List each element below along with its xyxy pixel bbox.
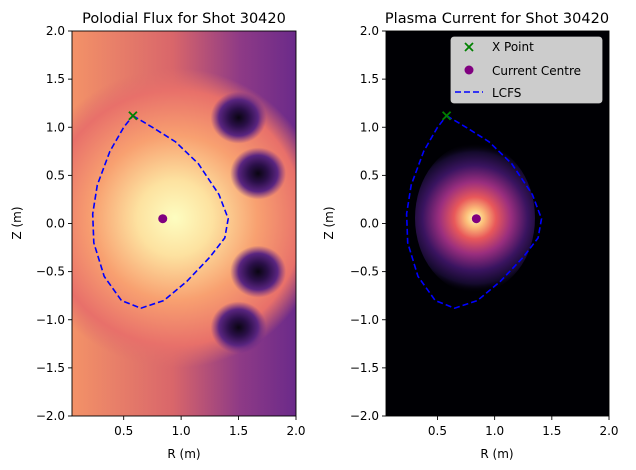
x-tick-label: 1.5 bbox=[542, 424, 561, 438]
x-point-marker bbox=[441, 111, 452, 121]
legend-label-lcfs: LCFS bbox=[492, 86, 521, 100]
flux-contour-field bbox=[72, 31, 296, 416]
y-tick-label: −1.0 bbox=[36, 313, 65, 327]
y-tick-label: 0.0 bbox=[46, 217, 65, 231]
y-tick-label: −0.5 bbox=[36, 265, 65, 279]
chart-title: Plasma Current for Shot 30420 bbox=[385, 11, 609, 27]
y-tick-label: 1.5 bbox=[360, 72, 379, 86]
x-tick-label: 2.0 bbox=[286, 424, 305, 438]
legend-x-point-marker bbox=[464, 42, 474, 52]
y-tick-label: 2.0 bbox=[46, 24, 65, 38]
x-tick-label: 1.0 bbox=[485, 424, 504, 438]
coil-dark-spot bbox=[210, 91, 267, 144]
legend-label-current-centre: Current Centre bbox=[492, 64, 581, 78]
x-axis-label: R (m) bbox=[167, 447, 200, 461]
x-tick-label: 2.0 bbox=[599, 424, 618, 438]
x-tick-label: 1.5 bbox=[229, 424, 248, 438]
y-tick-label: −2.0 bbox=[350, 409, 379, 423]
current-plot-panel: 0.5 1.0 1.5 2.0 2.0 1.5 1.0 0.5 0.0 −0.5 −1.0 −1.5 −… bbox=[322, 11, 619, 461]
chart-title: Polodial Flux for Shot 30420 bbox=[82, 11, 286, 27]
y-tick-label: −0.5 bbox=[350, 265, 379, 279]
y-tick-label: 0.5 bbox=[46, 168, 65, 182]
y-tick-label: −1.5 bbox=[36, 361, 65, 375]
y-tick-label: −2.0 bbox=[36, 409, 65, 423]
y-tick-label: 2.0 bbox=[360, 24, 379, 38]
legend-label-x-point: X Point bbox=[492, 40, 534, 54]
y-tick-label: 1.5 bbox=[46, 72, 65, 86]
x-point-marker bbox=[128, 111, 138, 121]
legend: X Point Current Centre LCFS bbox=[450, 36, 603, 104]
y-tick-label: 1.0 bbox=[46, 120, 65, 134]
coil-dark-spot bbox=[230, 147, 287, 200]
y-tick-label: 0.0 bbox=[360, 217, 379, 231]
x-axis-label: R (m) bbox=[480, 447, 513, 461]
coil-dark-spot bbox=[230, 245, 287, 298]
flux-plot-panel: 0.5 1.0 1.5 2.0 2.0 1.5 1.0 0.5 0.0 −0.5 −1.0 −1.5 −… bbox=[10, 11, 306, 461]
current-centre-marker bbox=[471, 214, 481, 224]
y-tick-label: 0.5 bbox=[360, 168, 379, 182]
coil-dark-spot bbox=[210, 301, 267, 354]
x-tick-label: 0.5 bbox=[428, 424, 447, 438]
y-tick-label: 1.0 bbox=[360, 120, 379, 134]
x-tick-label: 0.5 bbox=[114, 424, 133, 438]
y-axis-label: Z (m) bbox=[10, 206, 24, 239]
y-axis-label: Z (m) bbox=[322, 206, 336, 239]
legend-box bbox=[450, 36, 603, 104]
legend-current-centre-marker bbox=[464, 65, 474, 75]
lcfs-boundary-line bbox=[91, 115, 230, 310]
x-tick-label: 1.0 bbox=[172, 424, 191, 438]
current-centre-marker bbox=[158, 214, 168, 224]
y-tick-label: −1.0 bbox=[350, 313, 379, 327]
lcfs-boundary-line bbox=[405, 115, 543, 310]
y-tick-label: −1.5 bbox=[350, 361, 379, 375]
